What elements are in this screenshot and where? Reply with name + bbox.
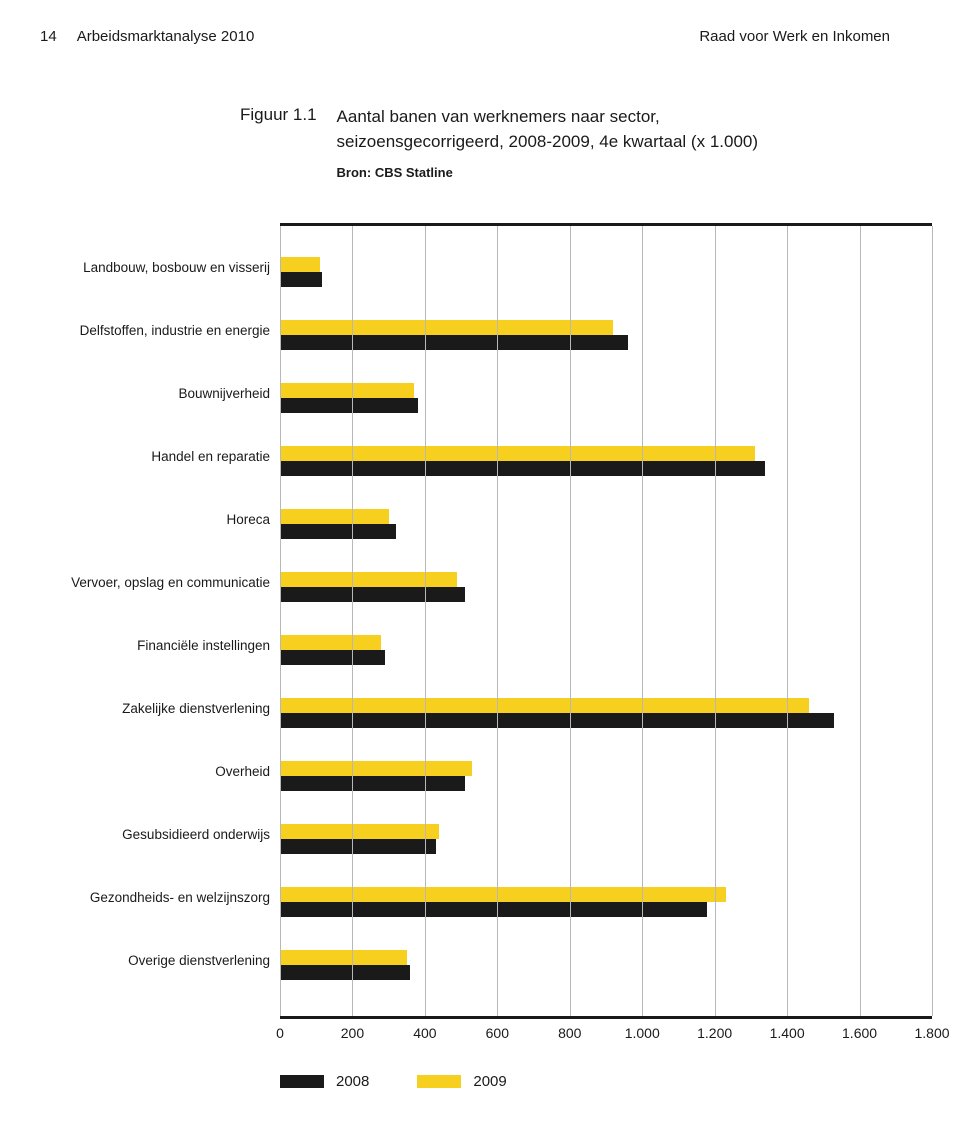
category-label: Horeca (226, 512, 270, 527)
x-tick: 600 (486, 1025, 509, 1041)
category-label: Overheid (215, 764, 270, 779)
bar-row: Zakelijke dienstverlening (280, 685, 932, 748)
category-label: Overige dienstverlening (128, 953, 270, 968)
bar-2008 (280, 335, 628, 350)
figure-source: Bron: CBS Statline (337, 164, 758, 183)
legend: 2008 2009 (280, 1073, 920, 1090)
bar-2009 (280, 635, 381, 650)
header-right: Raad voor Werk en Inkomen (699, 28, 920, 45)
bar-2009 (280, 698, 809, 713)
grid-line (787, 226, 788, 1016)
legend-label: 2009 (473, 1073, 506, 1090)
bar-2009 (280, 320, 613, 335)
bar-2008 (280, 272, 322, 287)
grid-line (425, 226, 426, 1016)
bar-2009 (280, 761, 472, 776)
bar-2008 (280, 839, 436, 854)
bar-2008 (280, 524, 396, 539)
figure-title-line1: Aantal banen van werknemers naar sector, (337, 105, 758, 130)
category-label: Landbouw, bosbouw en visserij (83, 260, 270, 275)
header-left: Arbeidsmarktanalyse 2010 (77, 28, 255, 45)
x-tick: 0 (276, 1025, 284, 1041)
bar-2008 (280, 587, 465, 602)
bar-2008 (280, 713, 834, 728)
category-label: Zakelijke dienstverlening (122, 701, 270, 716)
bar-2009 (280, 383, 414, 398)
x-tick: 1.000 (625, 1025, 660, 1041)
grid-line (932, 226, 933, 1016)
bar-2008 (280, 650, 385, 665)
bar-2008 (280, 965, 410, 980)
category-label: Financiële instellingen (137, 638, 270, 653)
figure-title-line2: seizoensgecorrigeerd, 2008-2009, 4e kwar… (337, 130, 758, 155)
bar-2009 (280, 446, 755, 461)
legend-label: 2008 (336, 1073, 369, 1090)
bar-row: Gezondheids- en welzijnszorg (280, 874, 932, 937)
category-label: Gesubsidieerd onderwijs (122, 827, 270, 842)
bar-2009 (280, 572, 457, 587)
x-tick: 1.600 (842, 1025, 877, 1041)
bar-row: Gesubsidieerd onderwijs (280, 811, 932, 874)
figure-title: Aantal banen van werknemers naar sector,… (337, 105, 758, 183)
legend-item: 2008 (280, 1073, 369, 1090)
figure-heading: Figuur 1.1 Aantal banen van werknemers n… (240, 105, 920, 183)
bar-row: Bouwnijverheid (280, 370, 932, 433)
bar-row: Horeca (280, 496, 932, 559)
grid-line (280, 226, 281, 1016)
page-header: 14 Arbeidsmarktanalyse 2010 Raad voor We… (40, 28, 920, 45)
bar-2009 (280, 887, 726, 902)
legend-item: 2009 (417, 1073, 506, 1090)
bar-row: Landbouw, bosbouw en visserij (280, 244, 932, 307)
x-tick: 1.200 (697, 1025, 732, 1041)
legend-swatch (417, 1075, 461, 1088)
x-tick: 1.800 (914, 1025, 949, 1041)
bar-2008 (280, 398, 418, 413)
category-label: Vervoer, opslag en communicatie (71, 575, 270, 590)
bar-2008 (280, 902, 707, 917)
x-tick: 800 (558, 1025, 581, 1041)
grid-line (352, 226, 353, 1016)
bar-2009 (280, 824, 439, 839)
bar-2009 (280, 950, 407, 965)
bar-row: Vervoer, opslag en communicatie (280, 559, 932, 622)
x-tick: 1.400 (770, 1025, 805, 1041)
bar-2008 (280, 776, 465, 791)
plot-area: Landbouw, bosbouw en visserijDelfstoffen… (280, 223, 932, 1019)
bar-rows: Landbouw, bosbouw en visserijDelfstoffen… (280, 244, 932, 1000)
grid-line (570, 226, 571, 1016)
chart: Landbouw, bosbouw en visserij Delfstoffen… (40, 223, 920, 1090)
x-tick: 400 (413, 1025, 436, 1041)
grid-line (860, 226, 861, 1016)
x-tick: 200 (341, 1025, 364, 1041)
grid-line (497, 226, 498, 1016)
grid-line (715, 226, 716, 1016)
bar-2009 (280, 509, 389, 524)
figure-label: Figuur 1.1 (240, 105, 317, 183)
grid-line (642, 226, 643, 1016)
category-label: Bouwnijverheid (178, 386, 270, 401)
bar-row: Handel en reparatie (280, 433, 932, 496)
x-axis: 02004006008001.0001.2001.4001.6001.800 (280, 1019, 932, 1045)
bar-row: Overheid (280, 748, 932, 811)
category-label: Gezondheids- en welzijnszorg (90, 890, 270, 905)
bar-2009 (280, 257, 320, 272)
page: 14 Arbeidsmarktanalyse 2010 Raad voor We… (0, 0, 960, 1139)
category-label: Handel en reparatie (151, 449, 270, 464)
bar-row: Delfstoffen, industrie en energie (280, 307, 932, 370)
bar-row: Financiële instellingen (280, 622, 932, 685)
page-number: 14 (40, 28, 57, 45)
legend-swatch (280, 1075, 324, 1088)
category-label: Delfstoffen, industrie en energie (80, 323, 270, 338)
bar-row: Overige dienstverlening (280, 937, 932, 1000)
